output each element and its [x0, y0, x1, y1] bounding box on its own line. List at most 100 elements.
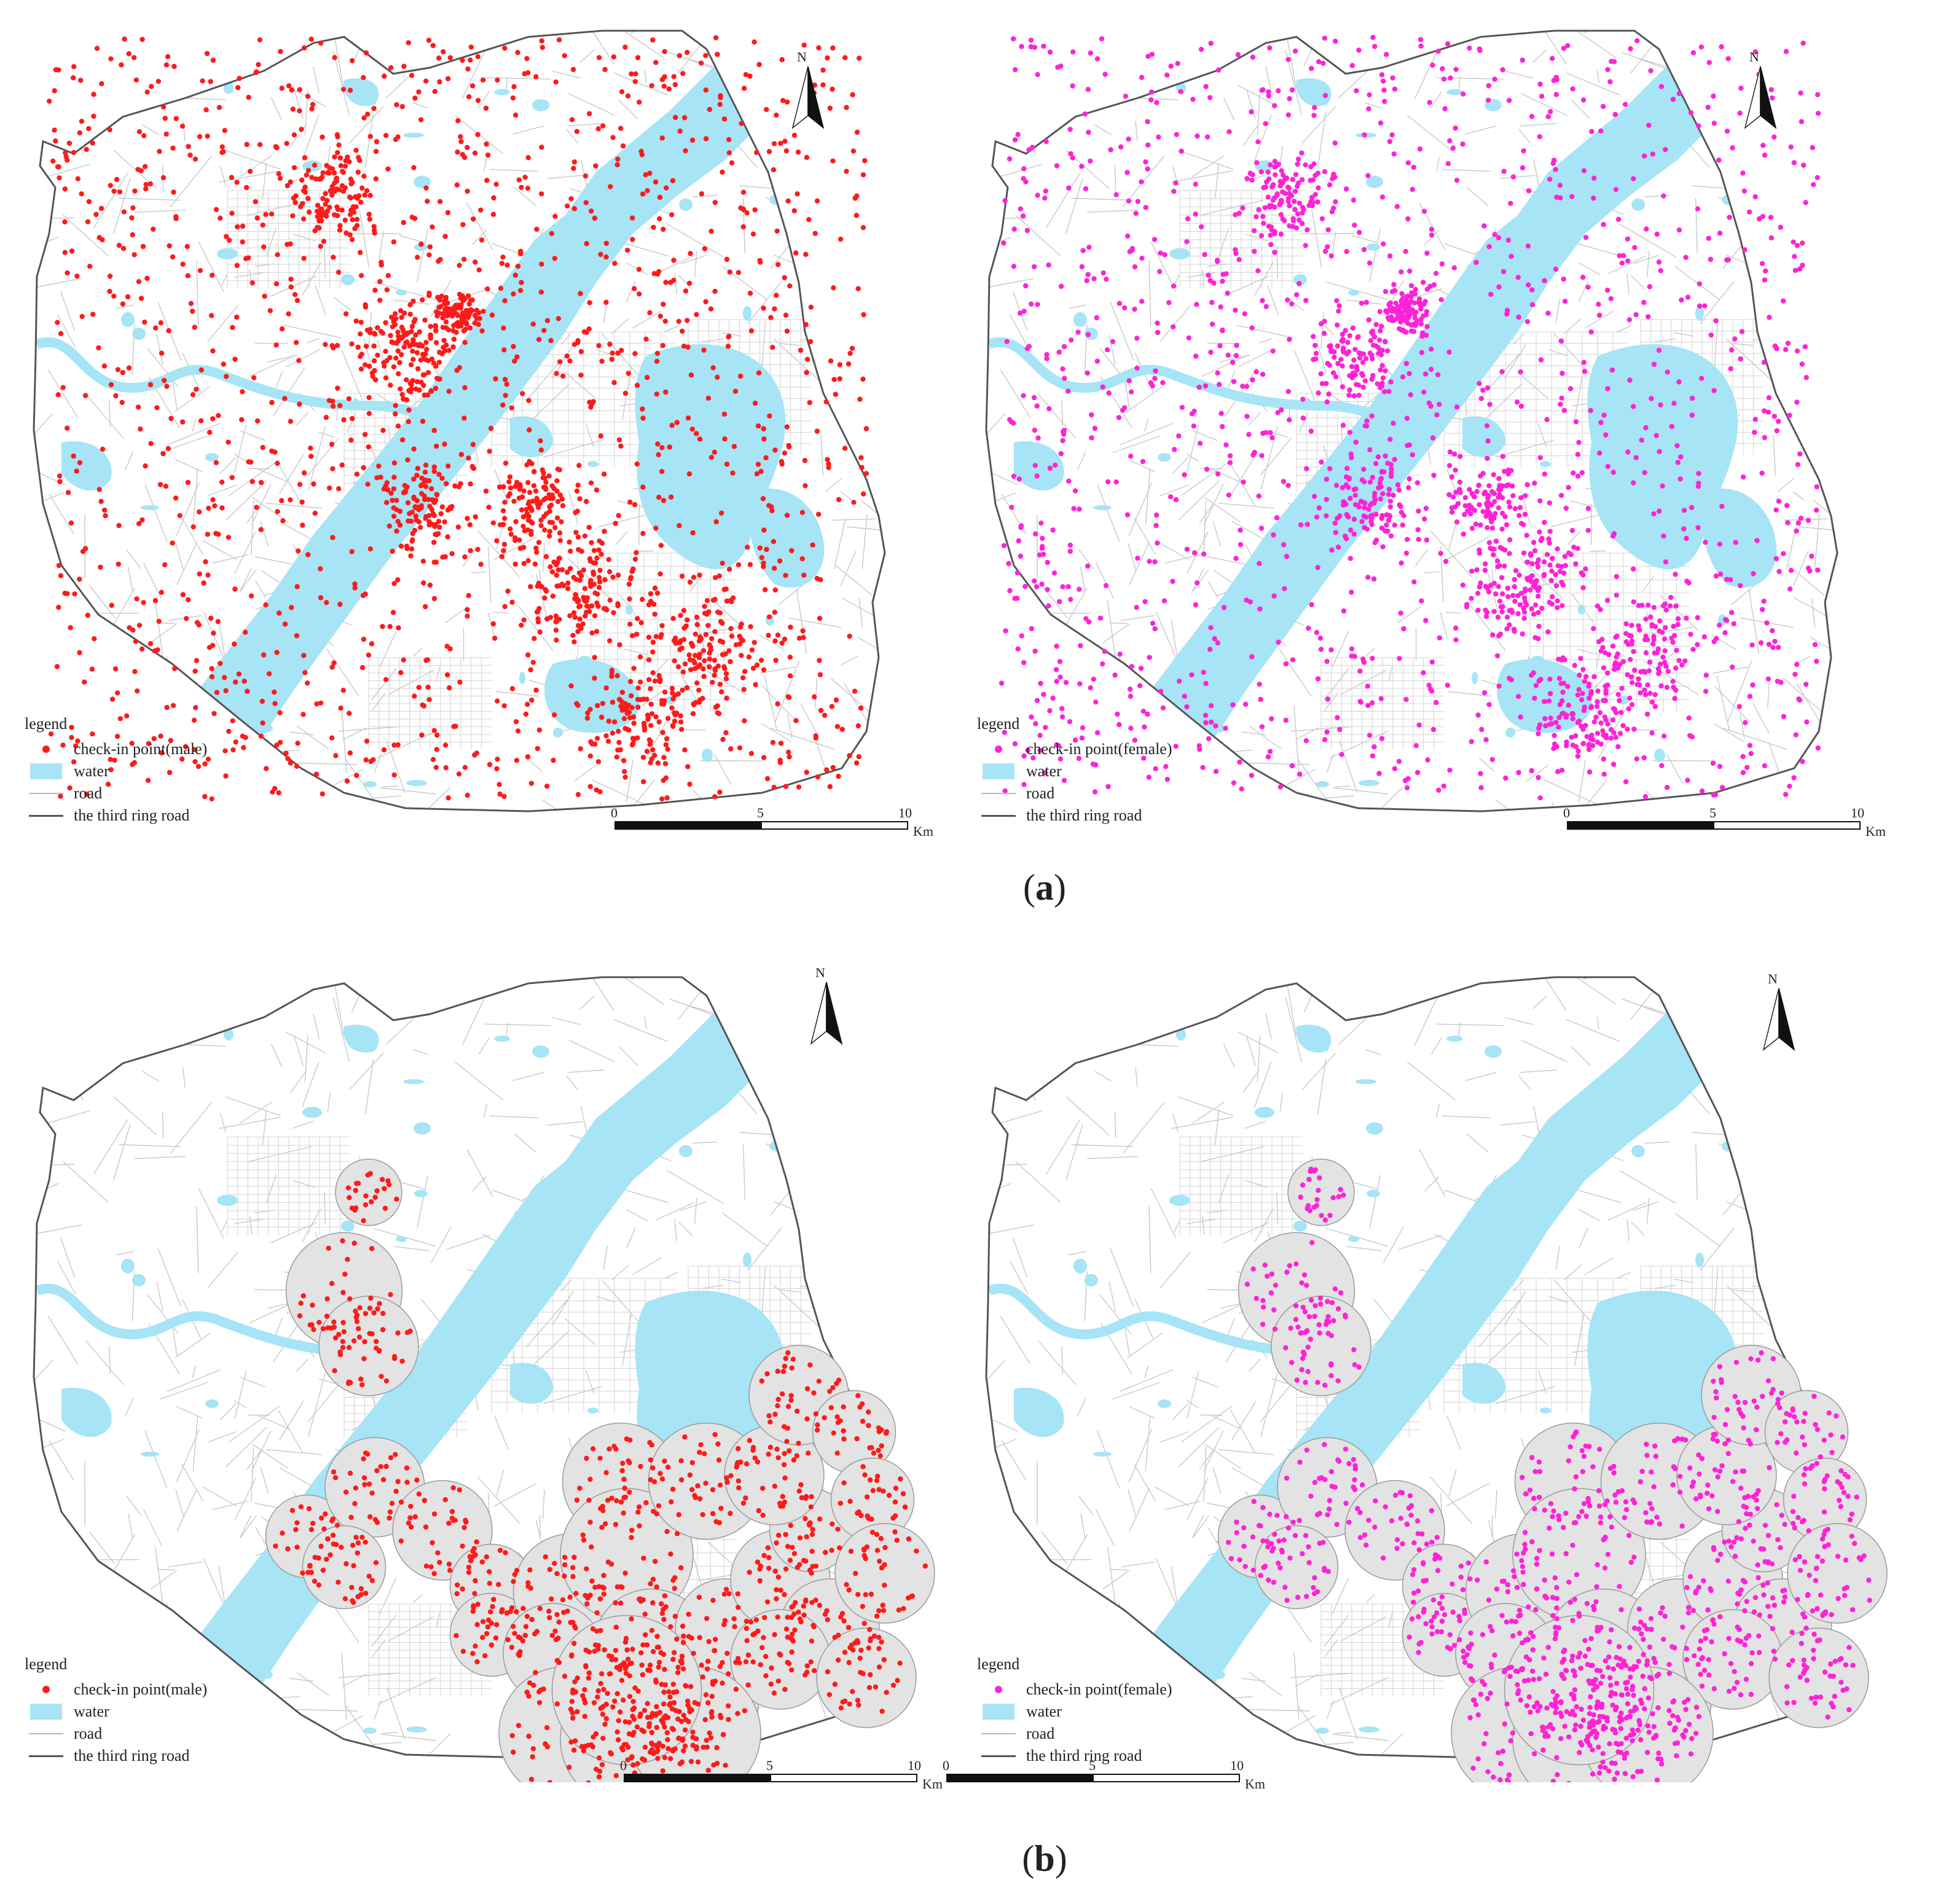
checkin-point [533, 74, 539, 79]
checkin-point [515, 728, 521, 734]
checkin-point [1370, 474, 1375, 480]
checkin-point [1057, 756, 1063, 762]
checkin-point [1215, 640, 1220, 646]
checkin-point [655, 441, 661, 447]
checkin-point [468, 548, 473, 554]
checkin-point [1368, 513, 1374, 519]
checkin-point [295, 741, 300, 746]
checkin-point [860, 376, 866, 382]
checkin-point [69, 725, 74, 730]
checkin-point [397, 508, 403, 514]
checkin-point [1422, 299, 1428, 304]
checkin-point [52, 88, 57, 93]
checkin-point [622, 774, 628, 780]
checkin-point [1475, 607, 1481, 613]
checkin-point [1023, 283, 1029, 289]
checkin-point [1295, 156, 1301, 162]
checkin-point [1665, 369, 1670, 375]
checkin-point [1598, 420, 1604, 425]
checkin-point [780, 98, 786, 103]
checkin-point [587, 556, 593, 562]
checkin-point [1456, 487, 1462, 492]
checkin-point [1806, 565, 1811, 571]
checkin-point [1484, 423, 1490, 428]
checkin-point [1378, 696, 1384, 702]
checkin-point [336, 142, 342, 148]
checkin-point [398, 543, 404, 549]
checkin-point [109, 602, 114, 608]
checkin-point [396, 371, 401, 377]
checkin-point [1521, 550, 1527, 556]
checkin-point [1429, 232, 1435, 238]
checkin-point [366, 652, 372, 658]
checkin-point [408, 553, 414, 559]
checkin-point [368, 1295, 374, 1301]
checkin-point [508, 532, 514, 537]
checkin-point [112, 757, 117, 763]
checkin-point [539, 45, 545, 50]
checkin-point [1397, 656, 1402, 661]
checkin-point [626, 581, 632, 587]
checkin-point [690, 643, 696, 649]
checkin-point [1717, 572, 1724, 577]
checkin-point [596, 584, 602, 590]
checkin-point [1376, 337, 1383, 343]
checkin-point [1067, 548, 1073, 554]
checkin-point [1496, 584, 1501, 589]
checkin-point [58, 793, 63, 799]
checkin-point [190, 309, 195, 314]
checkin-point [372, 331, 377, 336]
checkin-point [334, 213, 340, 219]
checkin-point [1410, 187, 1415, 192]
checkin-point [1367, 479, 1373, 485]
checkin-point [863, 426, 869, 431]
checkin-point [1515, 611, 1521, 616]
checkin-point [1499, 575, 1505, 581]
checkin-point [1139, 179, 1144, 185]
checkin-point [324, 1313, 330, 1319]
checkin-point [1752, 194, 1758, 200]
checkin-point [1369, 413, 1375, 419]
checkin-point [358, 320, 364, 325]
checkin-point [143, 182, 149, 187]
checkin-point [1713, 318, 1719, 324]
checkin-point [131, 252, 137, 258]
checkin-point [263, 211, 269, 218]
checkin-point [1100, 661, 1105, 667]
checkin-point [233, 679, 238, 685]
checkin-point [319, 1515, 324, 1521]
checkin-point [1486, 83, 1491, 89]
checkin-point [1424, 250, 1430, 256]
checkin-point [472, 1591, 477, 1596]
checkin-point [498, 285, 504, 291]
checkin-point [492, 635, 498, 641]
checkin-point [159, 350, 165, 356]
checkin-point [517, 486, 523, 492]
checkin-point [826, 461, 831, 466]
checkin-point [1171, 324, 1176, 329]
checkin-point [230, 325, 235, 331]
pond [1540, 461, 1551, 467]
checkin-point [1517, 602, 1523, 608]
checkin-point [1504, 615, 1510, 620]
checkin-point [1662, 601, 1668, 607]
checkin-point [1600, 728, 1606, 734]
checkin-point [210, 643, 216, 648]
checkin-point [148, 441, 154, 446]
checkin-point [528, 529, 534, 534]
checkin-point [1569, 194, 1575, 200]
checkin-point [712, 658, 718, 663]
checkin-point [553, 627, 559, 633]
checkin-point [494, 538, 500, 544]
checkin-point [1483, 513, 1489, 519]
checkin-point [1156, 134, 1161, 140]
checkin-point [1547, 176, 1553, 182]
checkin-point [301, 188, 307, 194]
checkin-point [762, 587, 768, 592]
pond [396, 1236, 407, 1242]
checkin-point [622, 390, 629, 396]
checkin-point [1454, 519, 1460, 525]
checkin-point [1242, 311, 1247, 317]
checkin-point [475, 132, 481, 138]
checkin-point [267, 308, 273, 313]
